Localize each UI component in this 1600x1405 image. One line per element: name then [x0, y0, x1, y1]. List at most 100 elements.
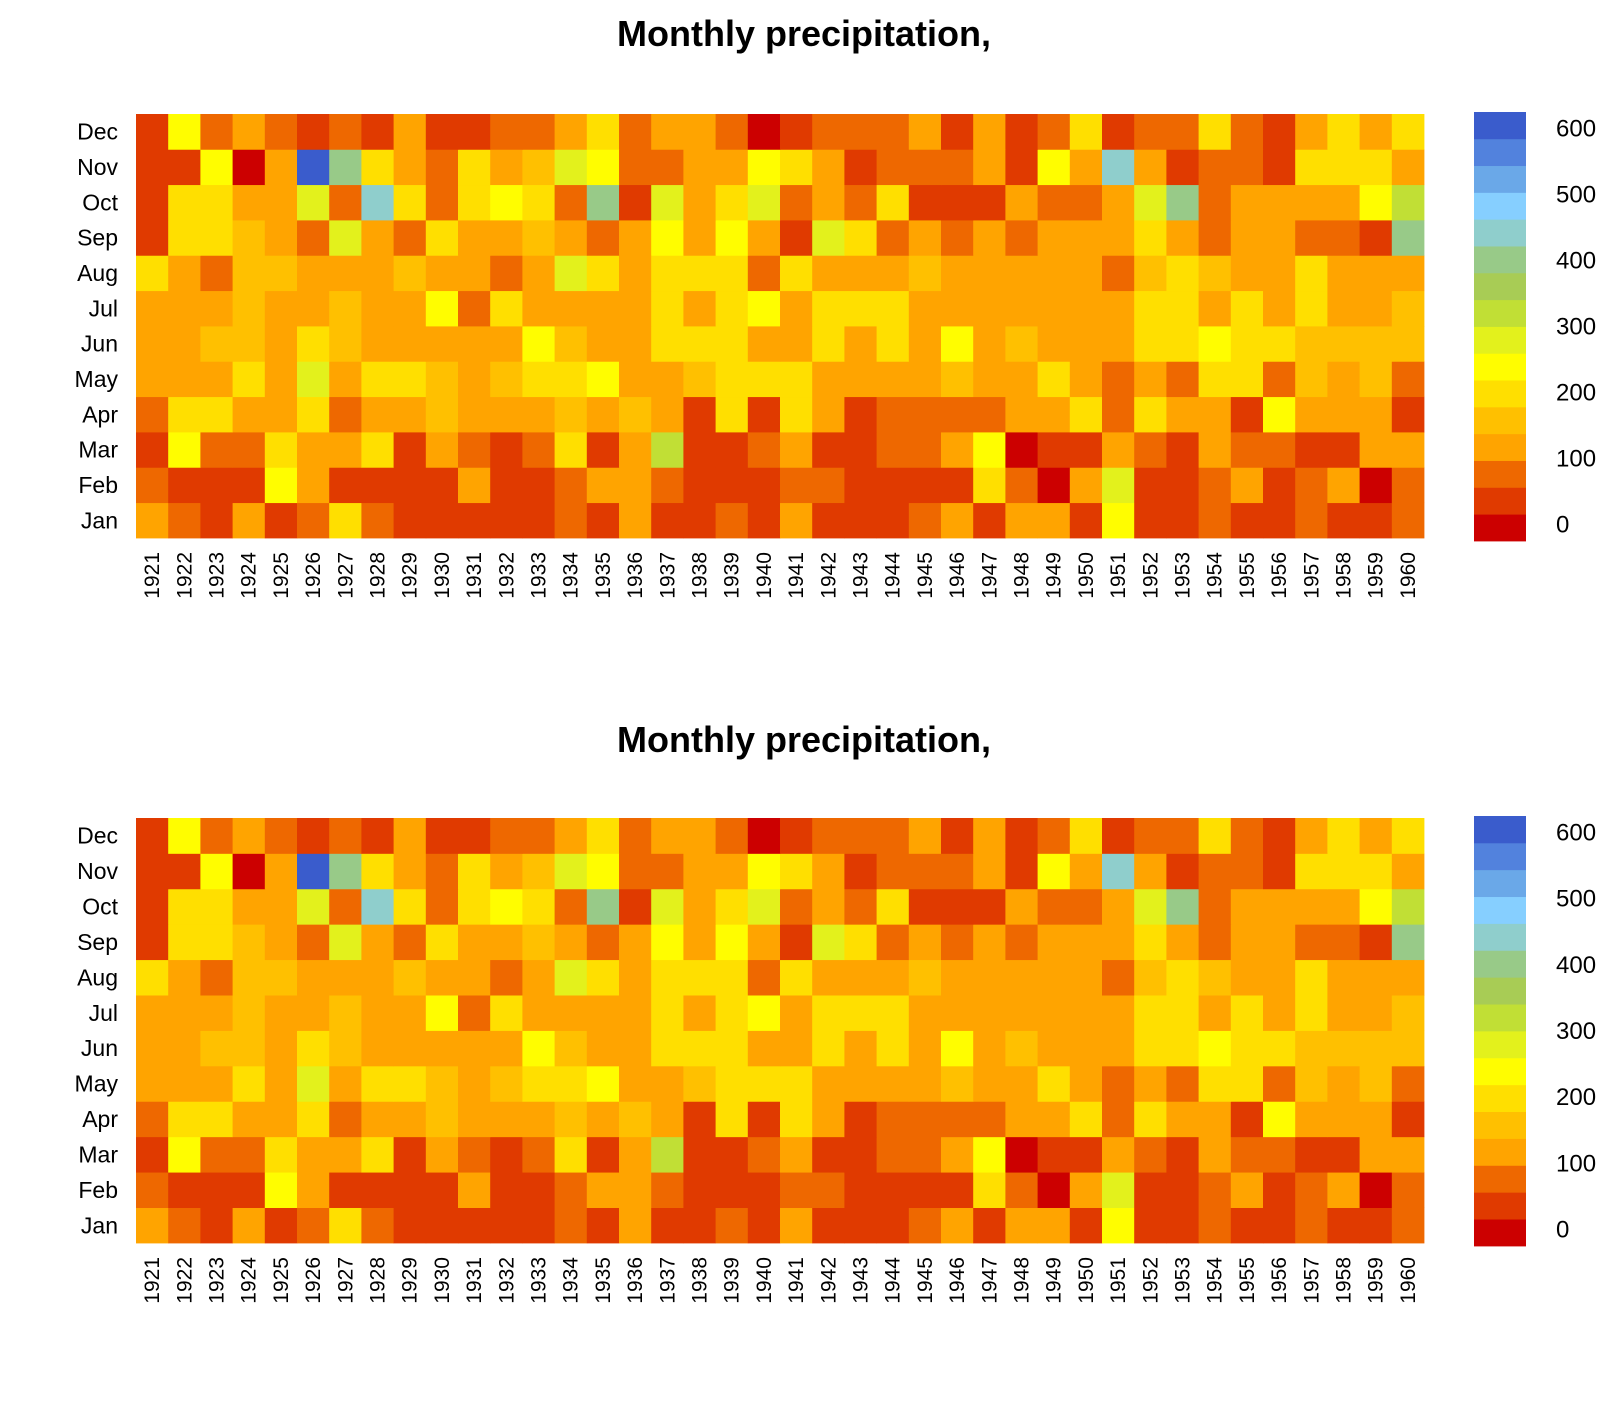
heatmap-cell [1391, 959, 1425, 996]
heatmap-cell [1230, 326, 1264, 362]
x-tick-label: 1949 [1043, 552, 1066, 599]
heatmap-cell [1134, 1136, 1167, 1173]
heatmap-cell [232, 1030, 266, 1067]
x-tick-label: 1960 [1397, 1257, 1420, 1304]
x-tick-label: 1958 [1333, 1257, 1356, 1304]
y-axis-labels: Jan Feb Mar Apr May Jun Jul Aug Sep Oct Nov Dec [75, 119, 119, 534]
heatmap-cell [200, 924, 233, 961]
heatmap-cell [1327, 995, 1360, 1031]
heatmap-cell [812, 1207, 845, 1244]
y-tick-label: Nov [77, 858, 118, 884]
heatmap-cell [1391, 184, 1425, 221]
heatmap-cell [1166, 924, 1199, 961]
heatmap-cell [393, 502, 427, 539]
heatmap-cell [393, 467, 427, 504]
heatmap-cell [1327, 255, 1360, 292]
heatmap-cell [1230, 888, 1264, 925]
heatmap-cell [812, 818, 845, 854]
heatmap-cell [715, 853, 749, 890]
heatmap-cell [1166, 818, 1199, 854]
heatmap-cell [361, 184, 394, 221]
heatmap-cell [1102, 361, 1135, 398]
heatmap-cell [1327, 502, 1360, 539]
heatmap-cell [1166, 432, 1199, 468]
heatmap-cell [876, 959, 910, 996]
heatmap-cell [715, 396, 749, 433]
heatmap-cell [1198, 818, 1232, 854]
x-tick-label: 1929 [399, 1257, 422, 1304]
legend-swatch [1474, 1031, 1526, 1059]
heatmap-cell [554, 290, 588, 327]
heatmap-cell [908, 220, 942, 256]
x-tick-label: 1953 [1172, 1257, 1195, 1304]
heatmap-cell [136, 1030, 169, 1067]
heatmap-cell [941, 361, 974, 398]
heatmap-cell [908, 502, 942, 539]
heatmap-cell [458, 959, 491, 996]
heatmap-cell [651, 995, 684, 1031]
heatmap-cell [1069, 1136, 1103, 1173]
heatmap-cell [812, 396, 845, 433]
heatmap-cell [393, 1172, 427, 1208]
heatmap-cell [1391, 114, 1425, 150]
heatmap-cell [1198, 396, 1232, 433]
heatmap-cell [522, 467, 555, 504]
heatmap-cell [651, 396, 684, 433]
heatmap-cell [1263, 361, 1296, 398]
heatmap-cell [908, 959, 942, 996]
heatmap-cell [812, 361, 845, 398]
heatmap-cell [876, 1207, 910, 1244]
heatmap-cell [1005, 1101, 1038, 1138]
heatmap-cell [876, 818, 910, 854]
heatmap-cell [1166, 220, 1199, 256]
heatmap-cell [1230, 467, 1264, 504]
heatmap-cell [1069, 255, 1103, 292]
heatmap-cell [1295, 432, 1328, 468]
heatmap-cell [1263, 467, 1296, 504]
heatmap-cell [297, 1030, 330, 1067]
heatmap-cell [425, 290, 459, 327]
heatmap-cell [844, 853, 877, 890]
heatmap-cell [361, 959, 394, 996]
heatmap-cell [554, 1136, 588, 1173]
heatmap-cell [683, 1207, 716, 1244]
heatmap-cell [973, 995, 1006, 1031]
heatmap-cell [908, 467, 942, 504]
heatmap-cell [297, 149, 330, 186]
heatmap-cell [1263, 1030, 1296, 1067]
x-tick-label: 1946 [946, 1257, 969, 1304]
heatmap-cell [715, 326, 749, 362]
heatmap-cell [168, 326, 201, 362]
y-tick-label: Sep [77, 225, 118, 251]
heatmap-cell [1198, 1172, 1232, 1208]
heatmap-cell [136, 924, 169, 961]
heatmap-cell [747, 1172, 781, 1208]
heatmap-cell [297, 924, 330, 961]
heatmap-cell [1327, 853, 1360, 890]
heatmap-cell [1198, 888, 1232, 925]
heatmap-cell [844, 1101, 877, 1138]
heatmap-cell [844, 184, 877, 221]
heatmap-cell [876, 1172, 910, 1208]
heatmap-cell [1198, 114, 1232, 150]
heatmap-cell [876, 255, 910, 292]
heatmap-cell [1295, 1101, 1328, 1138]
legend-swatch [1474, 1111, 1526, 1139]
heatmap-cell [1166, 184, 1199, 221]
heatmap-cell [1263, 432, 1296, 468]
heatmap-cell [200, 114, 233, 150]
heatmap-cell [264, 502, 298, 539]
heatmap-cell [554, 818, 588, 854]
heatmap-cell [361, 467, 394, 504]
heatmap-cell [780, 467, 813, 504]
x-tick-label: 1932 [495, 552, 518, 599]
heatmap-cell [1102, 326, 1135, 362]
y-tick-label: Feb [78, 1177, 118, 1203]
heatmap-cell [1391, 1136, 1425, 1173]
heatmap-cell [1166, 149, 1199, 186]
heatmap-cell [522, 1207, 555, 1244]
heatmap-cell [1005, 184, 1038, 221]
heatmap-cell [1263, 1136, 1296, 1173]
heatmap-cell [264, 853, 298, 890]
heatmap-cell [490, 432, 523, 468]
